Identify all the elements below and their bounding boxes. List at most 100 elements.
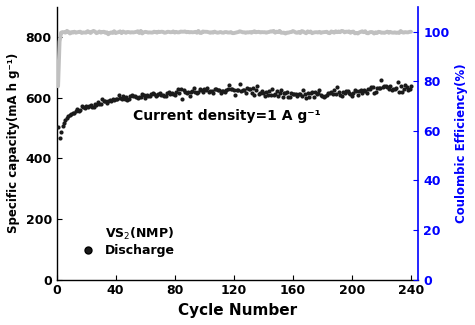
Point [394, 80, 401, 85]
Point [379, 85, 387, 90]
Point [63, 115, 71, 121]
Point [363, 91, 371, 96]
Point [200, 86, 208, 92]
Point [336, 93, 344, 98]
Point [149, 91, 156, 96]
Point [130, 94, 137, 99]
Point [249, 85, 257, 90]
Point [283, 89, 291, 95]
Point [180, 88, 188, 93]
Point [251, 92, 258, 97]
Point [370, 90, 378, 96]
Point [202, 87, 209, 93]
Point [134, 96, 142, 101]
Point [350, 90, 357, 96]
Point [261, 93, 269, 98]
Point [233, 87, 240, 93]
Point [345, 90, 353, 95]
Point [390, 86, 397, 91]
Point [205, 89, 212, 95]
Point [322, 94, 329, 99]
Point [65, 113, 72, 119]
Point [339, 89, 347, 95]
Point [319, 94, 326, 99]
Point [388, 87, 396, 93]
Point [375, 85, 382, 91]
Point [266, 89, 273, 94]
Point [351, 87, 359, 92]
Point [172, 90, 180, 95]
Point [258, 89, 266, 94]
Point [189, 88, 196, 93]
Point [242, 91, 249, 96]
Point [239, 87, 247, 92]
Point [270, 92, 277, 97]
Point [352, 88, 360, 94]
Point [264, 92, 272, 98]
Point [147, 92, 155, 97]
Point [186, 94, 193, 99]
Point [153, 93, 161, 98]
Point [316, 87, 323, 93]
Point [95, 101, 103, 106]
Point [354, 92, 361, 97]
Point [256, 90, 264, 96]
Point [246, 86, 254, 91]
Point [364, 87, 372, 92]
Point [190, 85, 198, 90]
Point [99, 97, 106, 102]
Point [78, 104, 86, 109]
Point [286, 95, 294, 100]
Point [324, 91, 332, 96]
Point [355, 88, 363, 94]
Point [114, 97, 121, 102]
Point [187, 89, 195, 95]
Point [255, 91, 263, 97]
Point [348, 93, 356, 98]
Point [175, 90, 183, 96]
Point [112, 97, 120, 102]
Point [131, 94, 139, 99]
Point [245, 86, 252, 91]
Y-axis label: Specific capacity(mA h g⁻¹): Specific capacity(mA h g⁻¹) [7, 53, 20, 233]
Point [323, 92, 331, 97]
Point [203, 85, 211, 90]
Point [162, 94, 170, 99]
Point [311, 90, 319, 95]
Point [214, 87, 221, 92]
Point [56, 135, 63, 140]
Point [133, 94, 140, 99]
Point [181, 89, 189, 95]
Point [215, 88, 223, 93]
Point [70, 110, 78, 115]
Point [159, 92, 167, 98]
Text: Current density=1 A g⁻¹: Current density=1 A g⁻¹ [133, 109, 321, 123]
Point [60, 120, 68, 125]
Point [122, 94, 130, 99]
Point [273, 88, 280, 94]
Point [196, 86, 204, 91]
Point [303, 95, 310, 100]
Point [240, 88, 248, 93]
Point [66, 112, 74, 117]
Point [236, 82, 244, 87]
Point [87, 102, 95, 107]
Point [292, 91, 300, 96]
Point [235, 87, 242, 93]
Point [76, 107, 84, 112]
Point [140, 93, 148, 98]
Point [369, 85, 376, 90]
Point [279, 95, 286, 100]
Point [110, 97, 118, 102]
Point [276, 90, 284, 95]
Point [84, 104, 91, 110]
Point [359, 91, 366, 96]
Point [376, 85, 384, 90]
Point [223, 87, 230, 93]
Point [183, 90, 190, 95]
Point [227, 87, 235, 92]
Point [125, 96, 133, 101]
Point [170, 91, 177, 96]
Point [378, 77, 385, 82]
Point [206, 88, 214, 94]
